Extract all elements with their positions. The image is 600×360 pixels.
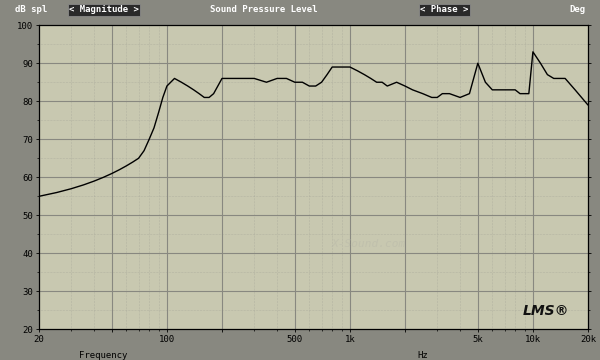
Text: Sound Pressure Level: Sound Pressure Level (210, 5, 317, 14)
Text: LMS®: LMS® (522, 304, 569, 318)
Text: Frequency: Frequency (79, 351, 128, 360)
Text: X-Sound.com: X-Sound.com (331, 239, 406, 249)
Text: dB spl: dB spl (15, 5, 47, 14)
Text: Deg: Deg (569, 5, 585, 14)
Text: < Magnitude >: < Magnitude > (69, 5, 139, 14)
Text: < Phase >: < Phase > (420, 5, 469, 14)
Text: Hz: Hz (418, 351, 428, 360)
